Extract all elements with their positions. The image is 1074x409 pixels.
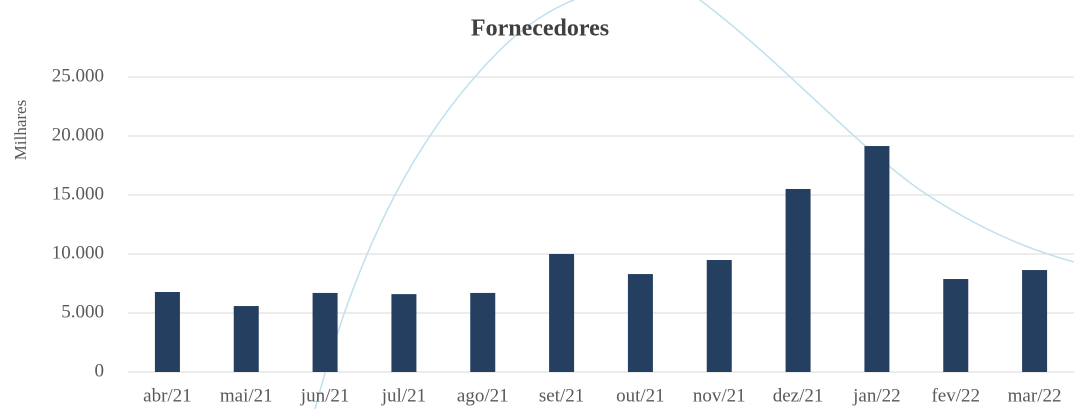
x-tick-label: fev/22	[931, 385, 980, 406]
x-tick-label: mar/22	[1008, 385, 1062, 406]
decorative-curve	[314, 0, 1074, 409]
x-tick-label: jul/21	[381, 385, 426, 406]
chart-title: Fornecedores	[471, 16, 609, 42]
bar	[233, 306, 259, 372]
bar	[391, 294, 417, 372]
x-tick-label: out/21	[616, 385, 665, 406]
y-tick-label: 15.000	[52, 183, 104, 204]
x-tick-label: dez/21	[773, 385, 824, 406]
x-tick-label: ago/21	[457, 385, 509, 406]
bar	[549, 254, 575, 372]
bar	[154, 291, 180, 372]
bar	[706, 260, 732, 372]
y-tick-label: 20.000	[52, 124, 104, 145]
x-tick-label: nov/21	[693, 385, 746, 406]
y-tick-label: 5.000	[61, 301, 104, 322]
bar	[1022, 270, 1048, 372]
bar	[864, 146, 890, 372]
y-tick-label: 25.000	[52, 65, 104, 86]
x-tick-label: abr/21	[143, 385, 192, 406]
y-axis-label: Milhares	[11, 100, 30, 160]
x-tick-label: jan/22	[852, 385, 901, 406]
bar	[785, 188, 811, 372]
x-tick-label: jun/21	[300, 385, 350, 406]
bar	[943, 279, 969, 372]
x-tick-label: mai/21	[220, 385, 273, 406]
bar	[470, 292, 496, 372]
x-tick-label: set/21	[539, 385, 584, 406]
y-tick-label: 0	[95, 360, 105, 381]
y-tick-label: 10.000	[52, 242, 104, 263]
bar	[627, 274, 653, 372]
bar	[312, 292, 338, 372]
